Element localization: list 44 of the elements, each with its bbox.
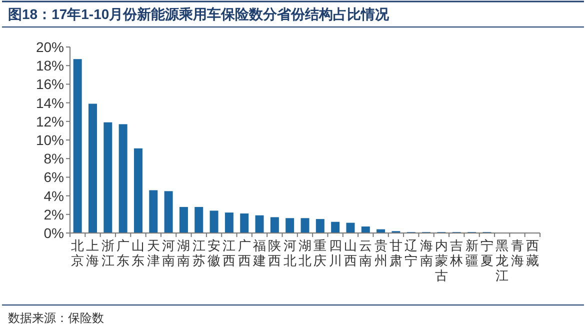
x-tick-label: 天津 xyxy=(146,239,160,269)
x-tick-label: 四川 xyxy=(328,239,342,269)
y-tick-label: 18% xyxy=(36,58,64,74)
x-tick-label: 甘肃 xyxy=(389,239,402,269)
x-tick-label: 宁夏 xyxy=(480,238,494,269)
y-tick-label: 8% xyxy=(44,150,64,167)
x-tick-label: 贵州 xyxy=(374,239,388,269)
y-tick-label: 12% xyxy=(36,113,64,130)
x-tick-label: 重庆 xyxy=(314,239,327,269)
x-tick-label: 新疆 xyxy=(465,239,478,269)
x-tick-label: 安徽 xyxy=(208,238,221,269)
x-tick-label: 青海 xyxy=(510,239,524,269)
y-tick-label: 4% xyxy=(44,188,64,204)
y-tick-label: 0% xyxy=(44,225,64,241)
y-tick-label: 20% xyxy=(36,39,64,55)
x-tick-label: 陕西 xyxy=(268,239,282,269)
y-tick-label: 14% xyxy=(36,94,64,111)
x-tick-label: 内蒙古 xyxy=(434,239,448,284)
y-tick-label: 10% xyxy=(36,132,64,148)
x-tick-label: 福建 xyxy=(252,239,266,269)
x-tick-label: 河南 xyxy=(162,239,176,269)
x-tick-label: 上海 xyxy=(86,239,100,269)
x-tick-label: 吉林 xyxy=(449,239,464,269)
x-tick-label: 辽宁 xyxy=(404,239,418,269)
chart-title: 图18：17年1-10月份新能源乘用车保险数分省份结构占比情况 xyxy=(8,6,390,22)
source-note: 数据来源：保险数 xyxy=(8,311,104,325)
x-tick-label: 广东 xyxy=(116,239,130,269)
x-tick-label: 江西 xyxy=(222,239,236,269)
y-tick-label: 2% xyxy=(44,206,64,222)
x-tick-label: 河北 xyxy=(283,239,296,269)
x-tick-label: 云南 xyxy=(359,239,372,269)
x-tick-label: 黑龙江 xyxy=(496,239,509,284)
x-tick-label: 广西 xyxy=(238,239,251,269)
x-tick-label: 浙江 xyxy=(101,239,114,269)
x-tick-label: 江苏 xyxy=(192,239,206,269)
y-tick-label: 16% xyxy=(36,76,64,92)
x-tick-label: 北京 xyxy=(71,239,84,269)
x-tick-label: 山西 xyxy=(344,239,357,269)
x-tick-label: 西藏 xyxy=(526,239,539,269)
x-tick-label: 湖北 xyxy=(298,239,312,269)
x-tick-label: 山东 xyxy=(132,239,145,269)
y-tick-label: 6% xyxy=(44,169,64,186)
x-tick-label: 海南 xyxy=(420,239,433,269)
x-tick-label: 湖南 xyxy=(177,239,190,269)
